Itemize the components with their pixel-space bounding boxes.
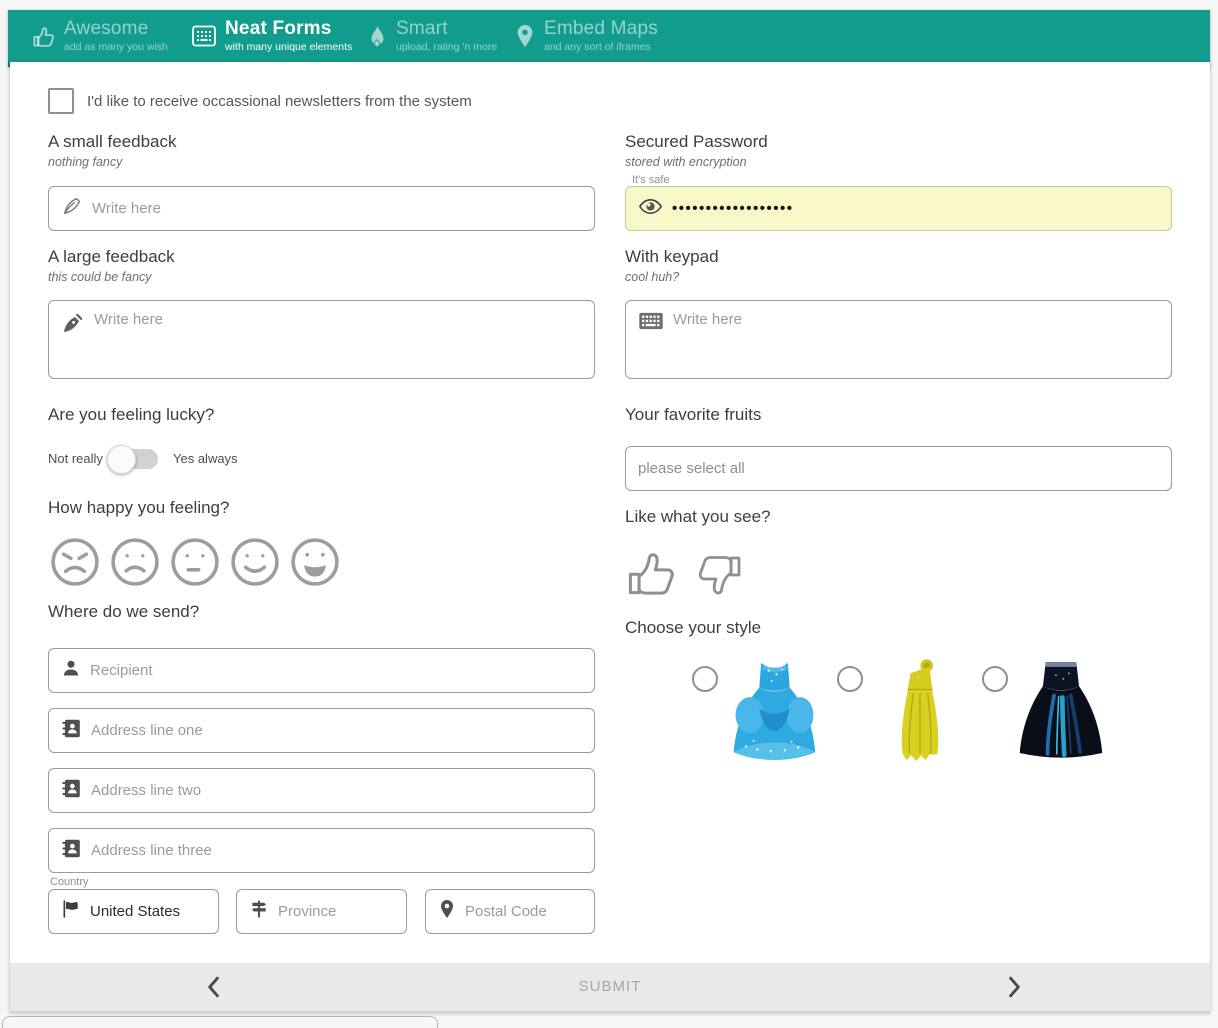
toggle-knob[interactable]	[107, 445, 136, 474]
postal-code-input[interactable]	[465, 903, 664, 920]
recipient-field[interactable]	[48, 648, 595, 693]
small-feedback-title: A small feedback	[48, 132, 177, 151]
flame-icon	[366, 24, 388, 48]
tab-neat-forms[interactable]: Neat Forms with many unique elements	[191, 19, 352, 53]
keyboard-icon	[638, 312, 664, 335]
password-subtitle: stored with encryption	[625, 155, 747, 169]
style-radio-dark-gown[interactable]	[982, 666, 1008, 692]
address-line-one-field[interactable]	[48, 708, 595, 753]
tab-title: Smart	[396, 18, 448, 39]
chevron-right-icon[interactable]	[1008, 976, 1022, 1003]
keypad-title: With keypad	[625, 247, 719, 266]
fruits-select[interactable]: please select all	[625, 446, 1172, 491]
cutoff-bottom-element	[2, 1016, 438, 1028]
happy-title: How happy you feeling?	[48, 498, 230, 517]
flag-icon	[61, 899, 81, 924]
smiley-sad-icon[interactable]	[110, 537, 160, 592]
fruits-placeholder: please select all	[638, 460, 745, 477]
dress-dark-blue-gown-image[interactable]	[1017, 655, 1105, 767]
address-line-one-input[interactable]	[91, 722, 582, 739]
password-field[interactable]: ••••••••••••••••••	[625, 186, 1172, 231]
tab-subtitle: upload, rating 'n more	[396, 41, 498, 53]
pen-nib-icon	[61, 195, 83, 222]
tab-smart[interactable]: Smart upload, rating 'n more	[366, 19, 497, 53]
smiley-neutral-icon[interactable]	[170, 537, 220, 592]
lucky-toggle[interactable]	[107, 445, 158, 474]
address-line-three-input[interactable]	[91, 842, 582, 859]
lucky-on-label: Yes always	[173, 451, 238, 466]
tab-subtitle: with many unique elements	[225, 41, 353, 53]
address-title: Where do we send?	[48, 602, 200, 621]
small-feedback-input[interactable]	[92, 200, 582, 217]
country-label: Country	[50, 876, 89, 888]
keyboard-icon	[191, 23, 217, 49]
fruits-title: Your favorite fruits	[625, 405, 762, 424]
country-value: United States	[90, 903, 181, 920]
fountain-pen-icon	[61, 311, 85, 340]
small-feedback-field[interactable]	[48, 186, 595, 231]
address-line-three-field[interactable]	[48, 828, 595, 873]
keypad-subtitle: cool huh?	[625, 270, 680, 284]
lucky-title: Are you feeling lucky?	[48, 405, 215, 424]
thumbs-up-icon	[32, 24, 56, 48]
like-title: Like what you see?	[625, 507, 771, 526]
footer-bar: SUBMIT	[10, 963, 1210, 1013]
map-pin-icon	[514, 24, 536, 48]
large-feedback-subtitle: this could be fancy	[48, 270, 152, 284]
chevron-left-icon[interactable]	[206, 976, 220, 1003]
small-feedback-subtitle: nothing fancy	[48, 155, 123, 169]
style-radio-yellow-dress[interactable]	[837, 666, 863, 692]
recipient-input[interactable]	[90, 662, 582, 679]
keypad-input[interactable]	[673, 311, 1159, 345]
address-book-icon	[61, 838, 82, 864]
eye-icon[interactable]	[638, 198, 663, 220]
large-feedback-title: A large feedback	[48, 247, 175, 266]
postal-code-field[interactable]	[425, 889, 664, 934]
password-masked-value: ••••••••••••••••••	[672, 200, 794, 217]
smiley-happy-icon[interactable]	[230, 537, 280, 592]
signpost-icon	[249, 899, 269, 924]
tab-embed-maps[interactable]: Embed Maps and any sort of iframes	[514, 19, 658, 53]
address-line-two-field[interactable]	[48, 768, 595, 813]
newsletter-checkbox[interactable]	[48, 88, 74, 114]
tab-subtitle: and any sort of iframes	[544, 41, 651, 53]
dress-yellow-one-shoulder-image[interactable]	[891, 657, 949, 767]
password-title: Secured Password	[625, 132, 768, 151]
style-radio-blue-gown[interactable]	[692, 666, 718, 692]
style-title: Choose your style	[625, 618, 762, 637]
tab-title: Embed Maps	[544, 18, 658, 39]
smiley-very-happy-icon[interactable]	[290, 537, 340, 592]
map-pin-icon	[438, 899, 456, 924]
lucky-off-label: Not really	[48, 451, 103, 466]
dress-blue-ball-gown-image[interactable]	[727, 655, 822, 767]
keypad-field[interactable]	[625, 300, 1172, 379]
tab-awesome[interactable]: Awesome add as many you wish	[32, 19, 168, 53]
large-feedback-input[interactable]	[94, 311, 582, 345]
newsletter-label: I'd like to receive occassional newslett…	[87, 93, 472, 110]
tab-title: Neat Forms	[225, 18, 332, 39]
large-feedback-field[interactable]	[48, 300, 595, 379]
tab-subtitle: add as many you wish	[64, 41, 168, 53]
app-header: Awesome add as many you wish Neat Forms …	[8, 10, 1210, 67]
address-book-icon	[61, 778, 82, 804]
thumbs-up-icon[interactable]	[625, 544, 679, 603]
address-book-icon	[61, 718, 82, 744]
country-field[interactable]: United States	[48, 889, 219, 934]
submit-button[interactable]: SUBMIT	[578, 978, 642, 995]
province-field[interactable]	[236, 889, 477, 934]
smiley-angry-icon[interactable]	[50, 537, 100, 592]
address-line-two-input[interactable]	[91, 782, 582, 799]
password-float-label: It's safe	[632, 174, 670, 186]
thumbs-down-icon[interactable]	[694, 548, 744, 603]
tab-title: Awesome	[64, 18, 149, 39]
person-icon	[61, 658, 81, 683]
